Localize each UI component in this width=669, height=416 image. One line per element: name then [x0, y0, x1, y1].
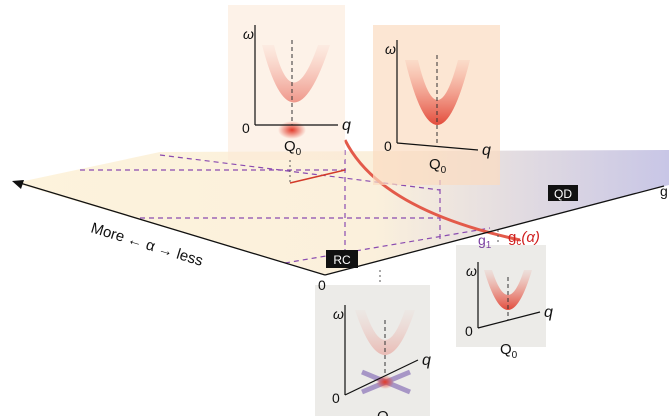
qd-label: QD — [554, 187, 572, 201]
marker-sub: 0 — [296, 147, 302, 158]
g1-main: g — [478, 232, 486, 248]
g1-sub: 1 — [486, 240, 492, 251]
spectrum — [278, 121, 306, 139]
origin-label: 0 — [318, 277, 326, 293]
panel-origin: 0 — [384, 138, 392, 154]
arrow — [12, 180, 24, 189]
panel-x-label: q — [544, 304, 553, 321]
panel-origin: 0 — [332, 390, 340, 406]
marker-main: Q — [377, 408, 389, 416]
panel-x-label: q — [482, 142, 491, 159]
panel-y-label: ω — [385, 41, 396, 57]
panel-y-label: ω — [243, 26, 254, 42]
panel-y-label: ω — [466, 263, 477, 279]
panel-x-label: q — [422, 352, 431, 369]
panel-origin: 0 — [465, 323, 473, 339]
spectrum — [376, 375, 394, 389]
panel-x-label: q — [342, 117, 351, 134]
panel-origin: 0 — [242, 120, 250, 136]
marker-sub: 0 — [512, 350, 518, 361]
marker-main: Q — [284, 138, 296, 155]
phase-diagram: RC QD More ← α → less g 0 g1 gc(α) ωq0Q0… — [0, 0, 669, 416]
rc-label: RC — [333, 253, 351, 267]
marker-sub: 0 — [441, 165, 447, 176]
g-label: g — [660, 183, 668, 199]
gc-arg: (α) — [521, 229, 540, 246]
marker-main: Q — [429, 156, 441, 173]
gc-main: g — [508, 229, 516, 246]
panel-y-label: ω — [333, 306, 344, 322]
marker-main: Q — [500, 341, 512, 358]
gc-label: gc(α) — [508, 229, 540, 248]
